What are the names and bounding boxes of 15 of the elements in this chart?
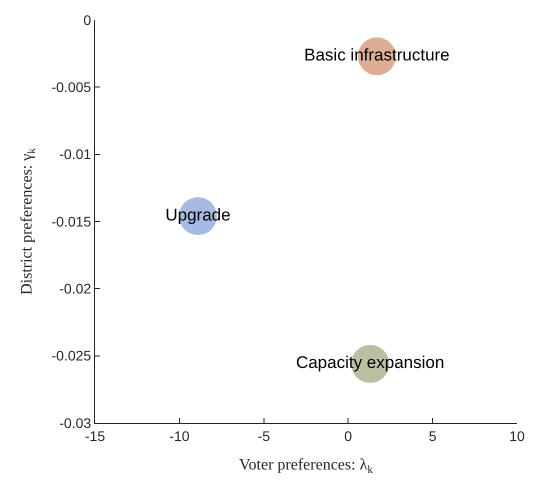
y-tick-label: -0.02 bbox=[59, 280, 92, 297]
x-tick-label: 0 bbox=[344, 428, 352, 444]
y-tick-label: -0.015 bbox=[51, 213, 92, 230]
y-tick-label: 0 bbox=[83, 12, 92, 28]
series-label: Basic infrastructure bbox=[304, 46, 450, 65]
y-tick-label: -0.025 bbox=[51, 348, 92, 364]
x-tick-label: 10 bbox=[509, 428, 525, 444]
x-tick-label: 5 bbox=[428, 428, 437, 444]
x-tick-label: -5 bbox=[258, 428, 270, 444]
y-tick-label: -0.01 bbox=[59, 146, 92, 162]
x-axis-title: Voter preferences: λ$_{k}$ bbox=[239, 456, 374, 476]
series-label: Capacity expansion bbox=[296, 353, 444, 372]
series-label: Upgrade bbox=[165, 205, 231, 224]
y-tick-label: -0.005 bbox=[51, 79, 92, 96]
x-tick-label: -10 bbox=[169, 428, 190, 444]
